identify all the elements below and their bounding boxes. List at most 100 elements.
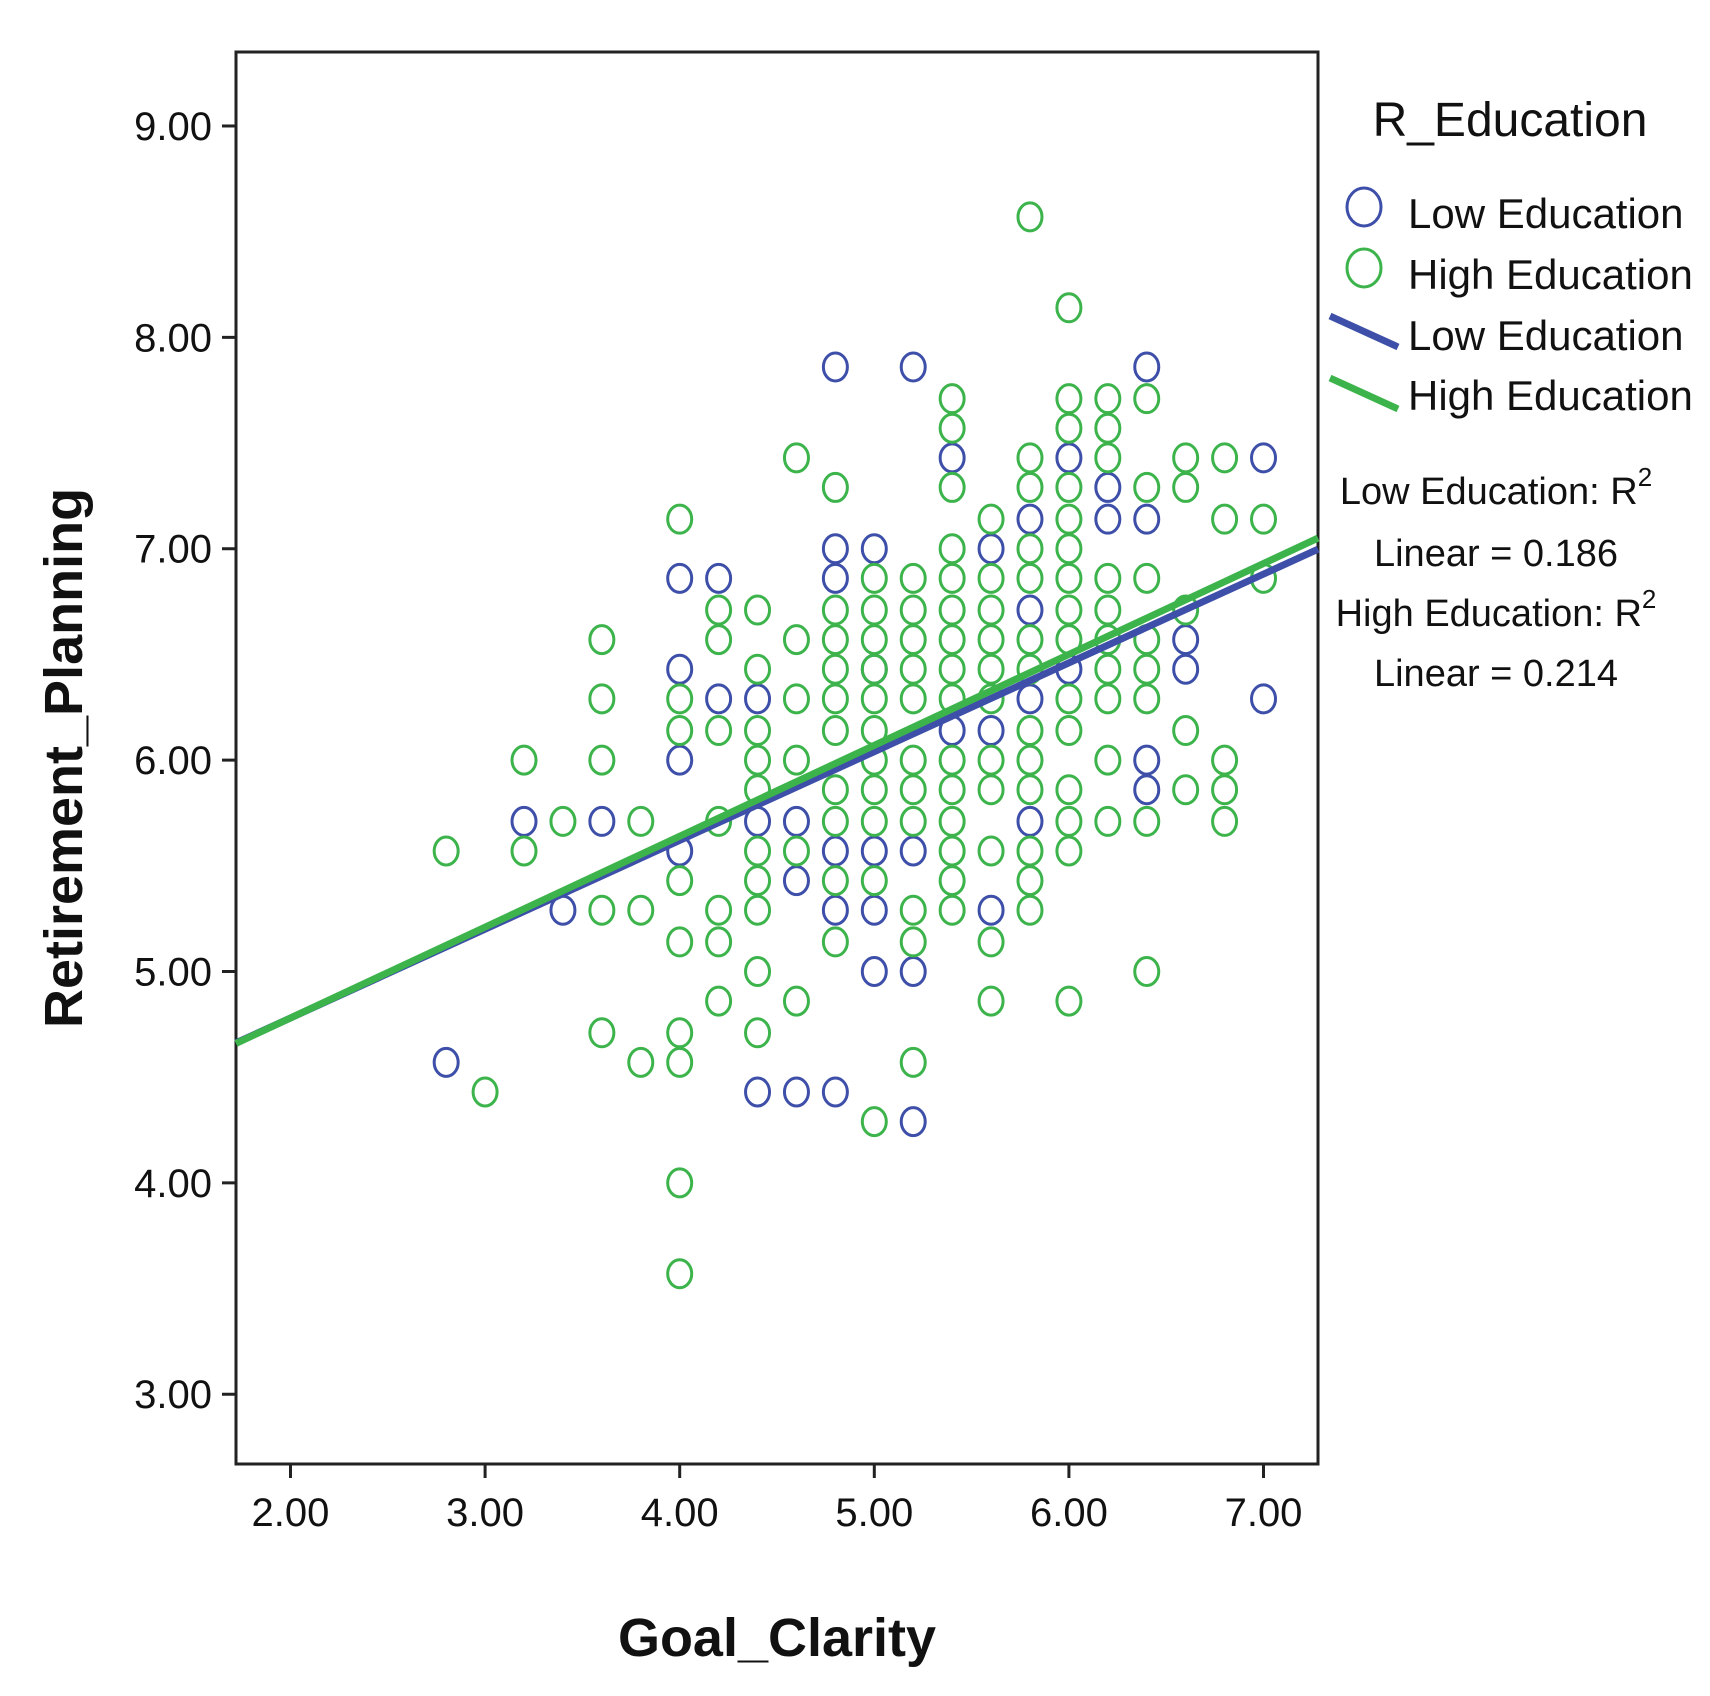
point-high-education: [1094, 594, 1122, 626]
point-high-education: [1055, 383, 1083, 415]
x-tick-label: 5.00: [835, 1491, 913, 1535]
point-high-education: [666, 683, 694, 715]
point-high-education: [821, 594, 849, 626]
point-low-education: [1133, 774, 1161, 806]
point-low-education: [1094, 471, 1122, 503]
point-high-education: [705, 624, 733, 656]
legend: R_Education Low Education High Education…: [1328, 94, 1693, 419]
point-high-education: [1133, 805, 1161, 837]
point-high-education: [432, 835, 460, 867]
point-high-education: [938, 894, 966, 926]
point-low-education: [821, 351, 849, 383]
point-high-education: [899, 774, 927, 806]
point-high-education: [821, 471, 849, 503]
point-low-education: [1055, 442, 1083, 474]
point-high-education: [938, 562, 966, 594]
point-high-education: [977, 562, 1005, 594]
point-high-education: [1016, 471, 1044, 503]
x-tick-label: 4.00: [641, 1491, 719, 1535]
point-high-education: [744, 894, 772, 926]
point-low-education: [782, 865, 810, 897]
legend-line-high-education-icon: [1328, 374, 1400, 413]
point-high-education: [627, 1046, 655, 1078]
point-high-education: [782, 442, 810, 474]
point-high-education: [977, 594, 1005, 626]
legend-marker-label-high: High Education: [1408, 251, 1693, 298]
point-high-education: [510, 835, 538, 867]
point-high-education: [1055, 805, 1083, 837]
point-high-education: [938, 865, 966, 897]
point-high-education: [977, 985, 1005, 1017]
point-high-education: [666, 865, 694, 897]
point-high-education: [938, 471, 966, 503]
point-high-education: [938, 835, 966, 867]
point-high-education: [1211, 774, 1239, 806]
x-tick-label: 3.00: [446, 1491, 524, 1535]
point-high-education: [471, 1076, 499, 1108]
r2-low-label: Low Education: R: [1340, 471, 1638, 513]
point-high-education: [1133, 955, 1161, 987]
point-low-education: [821, 835, 849, 867]
fit-line-high-education: [234, 534, 1320, 1047]
point-high-education: [1016, 201, 1044, 233]
point-high-education: [705, 894, 733, 926]
point-low-education: [1016, 805, 1044, 837]
point-high-education: [821, 805, 849, 837]
point-high-education: [1211, 503, 1239, 535]
point-high-education: [977, 835, 1005, 867]
point-low-education: [432, 1046, 460, 1078]
point-high-education: [938, 533, 966, 565]
point-high-education: [1094, 442, 1122, 474]
point-high-education: [821, 926, 849, 958]
point-high-education: [821, 653, 849, 685]
point-low-education: [666, 562, 694, 594]
legend-line-low-education-icon: [1328, 312, 1400, 351]
point-high-education: [1016, 835, 1044, 867]
point-low-education: [938, 442, 966, 474]
y-axis-title: Retirement_Planning: [34, 488, 94, 1028]
point-high-education: [821, 715, 849, 747]
point-low-education: [1250, 442, 1278, 474]
point-high-education: [1055, 503, 1083, 535]
point-high-education: [666, 1167, 694, 1199]
point-high-education: [744, 865, 772, 897]
point-low-education: [1133, 503, 1161, 535]
point-low-education: [510, 805, 538, 837]
point-high-education: [977, 653, 1005, 685]
point-low-education: [977, 894, 1005, 926]
point-high-education: [627, 805, 655, 837]
point-high-education: [1016, 624, 1044, 656]
point-high-education: [1172, 774, 1200, 806]
point-high-education: [1055, 471, 1083, 503]
point-high-education: [821, 683, 849, 715]
point-low-education: [860, 533, 888, 565]
point-high-education: [860, 683, 888, 715]
point-high-education: [938, 383, 966, 415]
point-high-education: [1094, 744, 1122, 776]
point-high-education: [782, 985, 810, 1017]
point-high-education: [744, 1017, 772, 1049]
legend-marker-low-education-icon: [1345, 186, 1383, 228]
point-high-education: [899, 624, 927, 656]
point-high-education: [782, 683, 810, 715]
point-high-education: [588, 624, 616, 656]
point-high-education: [1094, 562, 1122, 594]
point-high-education: [860, 653, 888, 685]
y-tick-label: 7.00: [134, 528, 212, 572]
r2-low-value: Linear = 0.186: [1374, 533, 1618, 575]
point-high-education: [666, 715, 694, 747]
point-low-education: [705, 683, 733, 715]
point-high-education: [977, 774, 1005, 806]
point-high-education: [588, 744, 616, 776]
point-low-education: [1016, 683, 1044, 715]
point-low-education: [821, 894, 849, 926]
point-high-education: [744, 744, 772, 776]
x-tick-label: 6.00: [1030, 1491, 1108, 1535]
point-high-education: [1094, 683, 1122, 715]
point-high-education: [744, 653, 772, 685]
point-high-education: [938, 624, 966, 656]
point-high-education: [1055, 533, 1083, 565]
point-low-education: [588, 805, 616, 837]
point-low-education: [899, 955, 927, 987]
